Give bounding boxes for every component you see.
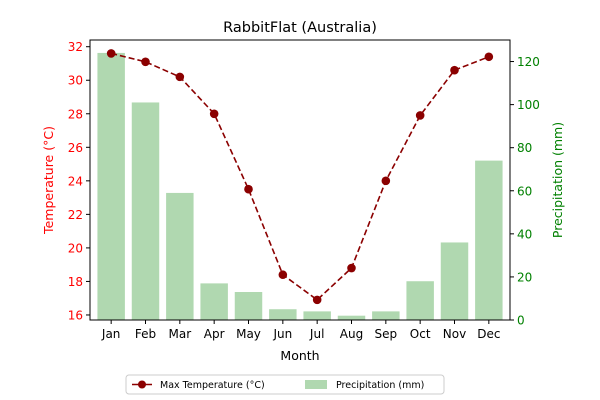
precip-bar-dec <box>475 160 503 320</box>
precip-tick-label: 80 <box>517 141 532 155</box>
precip-bar-may <box>234 292 263 320</box>
precip-tick-label: 0 <box>517 314 525 328</box>
precip-bar-jun <box>269 309 297 320</box>
temp-point-oct <box>415 111 425 120</box>
temp-point-feb <box>141 57 150 67</box>
precip-tick-label: 60 <box>517 184 532 198</box>
temp-point-nov <box>450 65 459 75</box>
temp-tick-label: 26 <box>68 141 83 155</box>
x-tick-label: Mar <box>169 327 192 341</box>
temp-tick-label: 18 <box>68 275 83 289</box>
precipitation-axis-ticks: 0 20 40 60 80 100 120 <box>510 55 540 328</box>
temperature-line-layer <box>106 49 494 305</box>
temp-tick-label: 28 <box>68 107 83 121</box>
x-axis-label: Month <box>280 348 319 363</box>
precip-bar-feb <box>131 102 160 320</box>
x-tick-label: Sep <box>375 327 398 341</box>
temp-point-jun <box>278 270 288 280</box>
legend-temperature-label: Max Temperature (°C) <box>160 380 265 391</box>
temp-point-jul <box>312 295 322 305</box>
precip-tick-label: 20 <box>517 270 532 284</box>
legend-precipitation-label: Precipitation (mm) <box>336 380 424 391</box>
temp-tick-label: 32 <box>68 40 83 54</box>
x-axis-ticks: Jan Feb Mar Apr May Jun Jul Aug Sep Oct Nov Dec <box>101 320 500 341</box>
temp-tick-label: 20 <box>68 241 83 255</box>
x-tick-label: Jan <box>101 327 121 341</box>
temp-tick-label: 22 <box>68 208 83 222</box>
x-tick-label: Aug <box>340 327 363 341</box>
x-tick-label: Feb <box>135 327 156 341</box>
x-tick-label: Jul <box>309 327 324 341</box>
precip-bar-nov <box>440 242 469 320</box>
precip-bar-sep <box>372 311 400 320</box>
precip-tick-label: 120 <box>517 55 540 69</box>
x-tick-label: Dec <box>477 327 500 341</box>
precip-bar-mar <box>166 192 194 320</box>
temp-point-apr <box>209 109 219 119</box>
precip-bar-jul <box>303 311 331 320</box>
temperature-axis-ticks: 16 18 20 22 24 26 28 30 32 <box>68 40 90 322</box>
x-tick-label: May <box>236 327 261 341</box>
x-tick-label: Oct <box>410 327 431 341</box>
plot-frame <box>89 39 511 321</box>
temp-point-aug <box>347 263 356 273</box>
temp-point-dec <box>484 52 494 62</box>
temperature-axis-label: Temperature (°C) <box>41 126 56 235</box>
x-tick-label: Jun <box>272 327 292 341</box>
temp-point-mar <box>175 72 185 82</box>
temp-tick-label: 16 <box>68 308 83 322</box>
legend: Max Temperature (°C) Precipitation (mm) <box>125 374 445 395</box>
legend-precipitation-swatch <box>305 380 327 389</box>
precip-bar-oct <box>406 281 434 320</box>
precipitation-bars <box>97 52 503 321</box>
chart-title: RabbitFlat (Australia) <box>223 20 377 36</box>
temp-point-may <box>244 184 253 194</box>
temperature-line <box>110 52 490 301</box>
precip-bar-jan <box>97 52 125 321</box>
temp-tick-label: 30 <box>68 74 83 88</box>
precip-tick-label: 100 <box>517 98 540 112</box>
temp-point-jan <box>106 49 116 58</box>
temp-point-sep <box>381 176 391 186</box>
precip-tick-label: 40 <box>517 227 532 241</box>
x-tick-label: Nov <box>443 327 466 341</box>
precip-bar-apr <box>200 283 228 320</box>
legend-temperature-marker <box>138 380 146 389</box>
precip-bar-aug <box>337 315 366 320</box>
legend-box <box>125 374 445 395</box>
x-tick-label: Apr <box>204 327 225 341</box>
precipitation-axis-label: Precipitation (mm) <box>550 122 565 238</box>
temp-tick-label: 24 <box>68 174 83 188</box>
